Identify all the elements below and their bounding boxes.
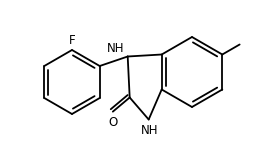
Text: NH: NH [107,42,124,55]
Text: O: O [108,116,117,129]
Text: NH: NH [141,124,158,136]
Text: F: F [69,34,75,47]
